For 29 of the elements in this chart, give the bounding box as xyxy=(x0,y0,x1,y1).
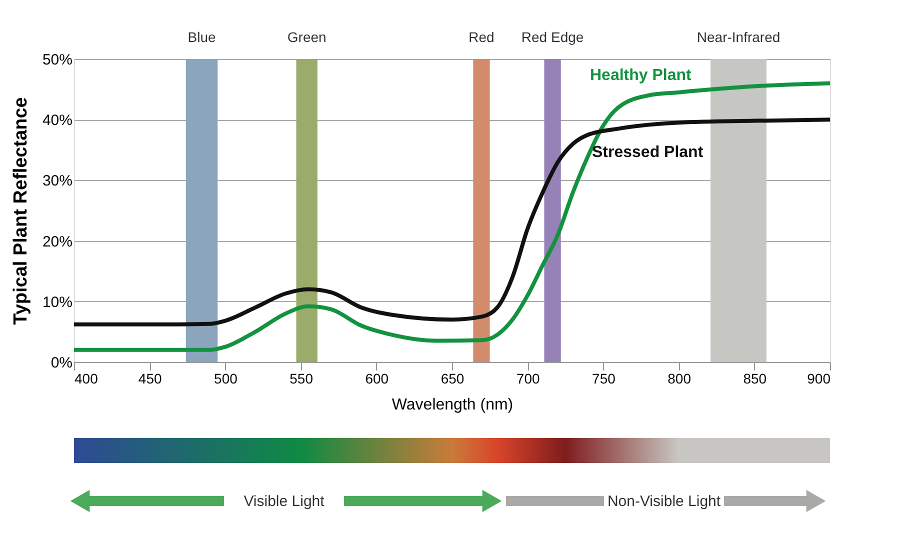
text: Visible Light xyxy=(244,493,326,510)
y-tick-label: 20% xyxy=(42,233,72,250)
x-tick-label: 800 xyxy=(668,370,692,386)
series-label: Healthy Plant xyxy=(590,67,692,84)
x-tick-label: 750 xyxy=(592,370,616,386)
series-label: Stressed Plant xyxy=(592,144,704,161)
x-tick-label: 400 xyxy=(74,370,98,386)
x-tick-label: 850 xyxy=(743,370,767,386)
x-tick-label: 650 xyxy=(440,370,464,386)
band-label: Near-Infrared xyxy=(696,29,780,45)
y-tick-label: 50% xyxy=(42,52,72,68)
band-label: Blue xyxy=(188,29,216,45)
y-tick-label: 40% xyxy=(42,112,72,130)
band-label: Red xyxy=(468,29,494,45)
x-tick-label: 450 xyxy=(138,370,162,386)
band-label: Green xyxy=(287,29,326,45)
x-tick-label: 900 xyxy=(807,370,831,386)
band-label: Red Edge xyxy=(521,29,584,45)
x-tick-label: 500 xyxy=(214,370,238,386)
text: Non-Visible Light xyxy=(607,493,722,510)
line-series xyxy=(72,118,832,326)
y-tick-label: 10% xyxy=(42,294,72,311)
x-axis-title: Wavelength (nm) xyxy=(392,396,514,414)
x-tick-label: 550 xyxy=(290,370,314,386)
x-tick-label: 700 xyxy=(516,370,540,386)
y-axis-title: Typical Plant Reflectance xyxy=(10,97,32,325)
x-tick-label: 600 xyxy=(365,370,389,386)
y-tick-label: 30% xyxy=(42,172,72,190)
y-tick-label: 0% xyxy=(50,354,72,372)
